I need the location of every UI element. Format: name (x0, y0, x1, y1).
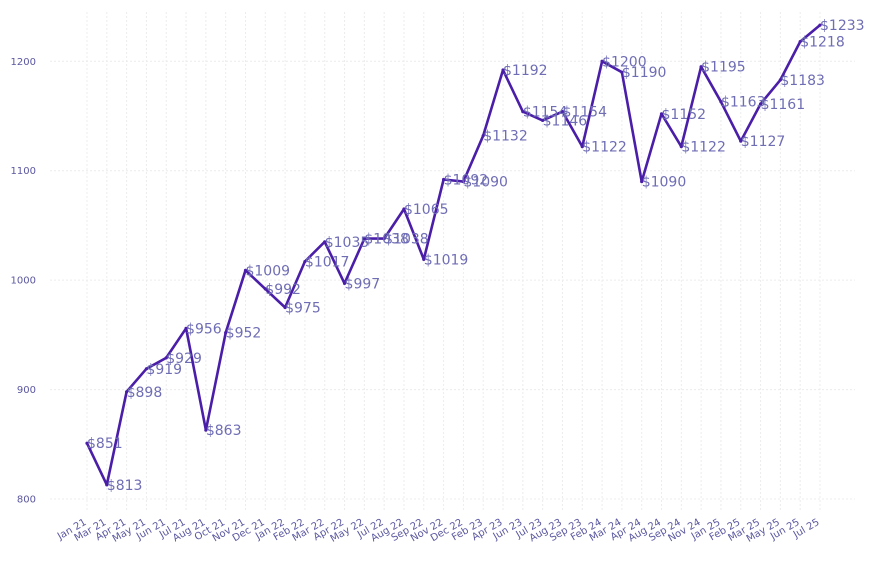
data-point (224, 331, 228, 335)
data-point (739, 139, 743, 143)
data-point (263, 287, 267, 291)
data-point (758, 102, 763, 106)
data-point (778, 78, 782, 82)
data-point (560, 110, 565, 114)
data-point (243, 268, 248, 272)
data-point (521, 110, 525, 114)
data-point (640, 180, 644, 184)
data-point (600, 59, 604, 63)
data-label: $1152 (662, 107, 707, 123)
y-tick-label: 1000 (11, 276, 36, 287)
data-point (719, 100, 723, 104)
data-point (798, 39, 802, 44)
data-point (125, 390, 129, 394)
data-point (818, 23, 822, 27)
data-label: $1132 (483, 129, 528, 145)
data-label: $1183 (780, 73, 825, 89)
data-label: $1200 (602, 54, 647, 70)
data-point (342, 281, 347, 286)
data-label: $813 (107, 478, 143, 494)
data-label: $1038 (364, 232, 409, 248)
data-label: $1154 (562, 105, 607, 121)
data-label: $1195 (701, 60, 746, 76)
data-point (283, 305, 287, 310)
data-label: $1090 (463, 175, 508, 191)
data-point (105, 483, 109, 487)
data-label: $1161 (761, 97, 806, 113)
y-tick-label: 1200 (11, 57, 36, 68)
data-label: $1127 (741, 134, 786, 150)
data-point (422, 257, 426, 261)
data-label: $1122 (582, 140, 627, 156)
grid (50, 12, 855, 510)
data-label: $1163 (721, 95, 766, 111)
series (85, 23, 822, 487)
data-label: $1035 (325, 235, 370, 251)
y-tick-label: 900 (17, 385, 36, 396)
data-point (699, 65, 703, 69)
data-label: $1146 (543, 113, 588, 129)
data-label: $1017 (305, 255, 350, 271)
data-point (204, 428, 208, 432)
y-tick-label: 800 (17, 495, 36, 506)
data-point (164, 356, 168, 360)
data-label: $952 (226, 326, 262, 342)
data-point (679, 145, 683, 149)
data-point (402, 207, 406, 211)
data-point (441, 177, 446, 182)
data-label: $898 (127, 385, 163, 401)
data-label: $1090 (642, 175, 687, 191)
data-label: $1092 (444, 172, 489, 188)
data-label: $863 (206, 423, 242, 439)
data-point (382, 236, 386, 241)
data-label: $1154 (523, 105, 568, 121)
data-label: $919 (146, 362, 182, 378)
data-point (620, 70, 624, 74)
data-labels: $851 $813 $898 $919$929 $956 $863 $952 $1009 $99… (87, 18, 865, 494)
data-point (303, 259, 307, 264)
data-label: $1065 (404, 202, 449, 218)
data-label: $1122 (681, 140, 726, 156)
data-label: $1038 (384, 232, 429, 248)
data-label: $975 (285, 301, 321, 317)
data-point (362, 236, 366, 241)
data-point (541, 118, 545, 122)
data-point (580, 145, 584, 149)
data-point (184, 326, 188, 330)
data-point (461, 180, 466, 184)
data-label: $1009 (245, 263, 290, 279)
data-label: $992 (265, 282, 301, 298)
data-label: $1019 (424, 252, 469, 268)
data-label: $956 (186, 321, 222, 337)
data-label: $1192 (503, 63, 548, 79)
data-label: $851 (87, 436, 123, 452)
data-point (323, 240, 327, 244)
series-line (85, 23, 822, 487)
data-point (501, 68, 505, 72)
data-point (481, 134, 485, 138)
data-label: $997 (345, 276, 381, 292)
data-label: $1218 (800, 35, 845, 51)
y-tick-label: 1100 (11, 166, 36, 177)
data-label: $1190 (622, 65, 667, 81)
data-label: $929 (166, 351, 202, 367)
data-point (144, 367, 149, 371)
data-label: $1233 (820, 18, 865, 34)
data-point (85, 441, 89, 445)
data-point (659, 112, 664, 116)
